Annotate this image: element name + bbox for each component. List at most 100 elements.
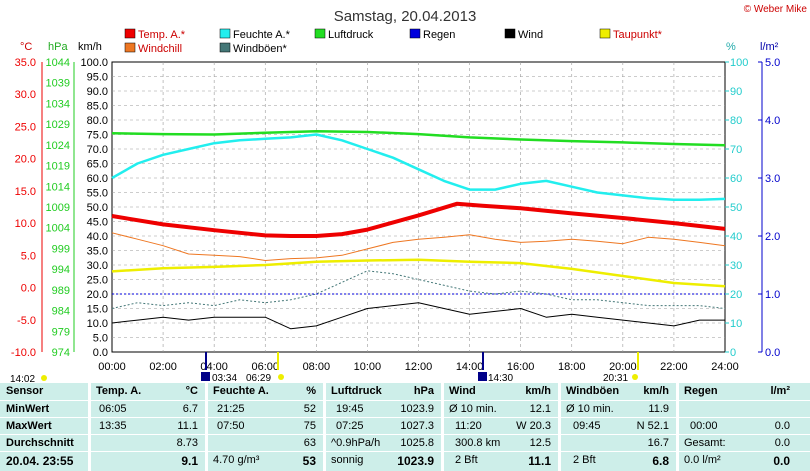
sun-icon [41,375,47,381]
cell-hum-value: 75 [303,420,316,432]
tick-label-temp: 10.0 [15,218,36,230]
tick-label-humidity: 30 [730,260,742,272]
legend-swatch [599,28,611,39]
cell-wind-time: 11:20 [455,420,482,432]
legend-label: Temp. A.* [138,29,186,41]
tick-label-pressure: 984 [52,306,70,318]
chart-grid [111,61,726,353]
tick-label-temp: 5.0 [21,250,36,262]
cell-temp-value: 11.1 [177,420,198,432]
cell-temp-value: 9.1 [181,454,198,468]
table-row-avg: Durchschnitt 8.73 63 ^0.9hPa/h 1025.8 30… [0,437,810,454]
header-rain-unit: l/m² [770,385,790,397]
sunrise-icon [201,372,210,381]
legend-swatch [124,42,136,53]
tick-label-wind: 95.0 [87,72,108,84]
tick-label-pressure: 1009 [46,202,70,214]
legend-swatch [124,28,136,39]
row-label: Durchschnitt [6,437,74,449]
header-gust: Windböen [566,385,620,397]
tick-label-pressure: 999 [52,243,70,255]
header-temp-unit: °C [185,385,198,397]
tick-label-x: 24:00 [711,361,739,373]
tick-label-x: 02:00 [149,361,177,373]
tick-label-temp: 15.0 [15,186,36,198]
tick-label-wind: 0.0 [93,347,108,359]
cell-press-value: 1025.8 [400,437,434,449]
header-temp: Temp. A. [96,385,142,397]
tick-label-wind: 70.0 [87,144,108,156]
row-label: 20.04. 23:55 [6,454,74,468]
tick-label-pressure: 1019 [46,161,70,173]
header-hum-unit: % [306,385,316,397]
tick-label-wind: 45.0 [87,217,108,229]
tick-label-wind: 35.0 [87,246,108,258]
cell-rain-value: 0.0 [774,437,790,449]
tick-label-humidity: 10 [730,318,742,330]
cell-hum-value: 52 [303,403,316,415]
tick-label-rain: 2.0 [765,231,780,243]
marker-time-left: 14:02 [10,374,35,383]
legend-label: Regen [423,29,455,41]
cell-temp-value: 8.73 [176,437,198,449]
series-line [111,133,726,202]
tick-label-humidity: 20 [730,289,742,301]
tick-label-x: 04:00 [200,361,228,373]
cell-gust-bft: 2 Bft [573,454,596,466]
row-label: MinWert [6,403,50,415]
cell-wind-value: 12.5 [529,437,551,449]
series-line [111,302,725,330]
tick-label-x: 00:00 [98,361,126,373]
tick-label-rain: 4.0 [765,115,780,127]
row-label: MaxWert [6,420,52,432]
tick-label-humidity: 70 [730,144,742,156]
series-line [111,201,726,238]
legend-swatch [219,42,231,53]
cell-rain-time: 00:00 [690,420,718,432]
tick-label-rain: 1.0 [765,289,780,301]
cell-temp-time: 13:35 [99,420,127,432]
tick-label-wind: 30.0 [87,260,108,272]
tick-label-temp: -5.0 [17,315,36,327]
tick-label-temp: 35.0 [15,57,36,69]
cell-press-time: 19:45 [336,403,364,415]
sunset-icon [632,374,638,380]
tick-label-rain: 5.0 [765,57,780,69]
table-row-max: MaxWert 13:35 11.1 07:50 75 07:25 1027.3… [0,420,810,437]
cell-press-time: 07:25 [336,420,364,432]
cell-temp-value: 6.7 [182,403,198,415]
tick-label-pressure: 1034 [46,98,70,110]
table-row-current: 20.04. 23:55 9.1 4.70 g/m³ 53 sonnig 102… [0,454,810,471]
legend-swatch [504,28,516,39]
moon-icon [278,374,284,380]
axis-unit-humidity: % [726,41,736,53]
series-line [111,129,726,147]
tick-label-wind: 40.0 [87,231,108,243]
time-markers: 14:02 03:34 06:29 14:30 20:31 [10,352,639,383]
header-gust-unit: km/h [643,385,669,397]
tick-label-humidity: 40 [730,231,742,243]
cell-wind-bft: 2 Bft [455,454,478,466]
tick-label-x: 18:00 [558,361,586,373]
tick-label-x: 20:00 [609,361,637,373]
tick-label-temp: 25.0 [15,121,36,133]
cell-rain-total-label: Gesamt: [684,437,726,449]
tick-label-rain: 3.0 [765,173,780,185]
tick-label-pressure: 989 [52,285,70,297]
axis-unit-pressure: hPa [48,41,68,53]
cell-rain-sum: 0.0 l/m² [684,454,721,466]
cell-rain-value: 0.0 [774,420,790,432]
chart-title: Samstag, 20.04.2013 [334,8,477,25]
cell-hum-value: 63 [303,437,316,449]
cell-wind-distance: 300.8 km [455,437,501,449]
cell-wind-value: 11.1 [528,454,551,468]
tick-label-pressure: 1039 [46,78,70,90]
tick-label-humidity: 80 [730,115,742,127]
legend-label: Taupunkt* [613,29,663,41]
header-wind-unit: km/h [525,385,551,397]
tick-label-humidity: 50 [730,202,742,214]
tick-label-pressure: 1029 [46,119,70,131]
tick-label-wind: 80.0 [87,115,108,127]
marker-sunset: 20:31 [603,373,628,383]
tick-label-wind: 55.0 [87,188,108,200]
